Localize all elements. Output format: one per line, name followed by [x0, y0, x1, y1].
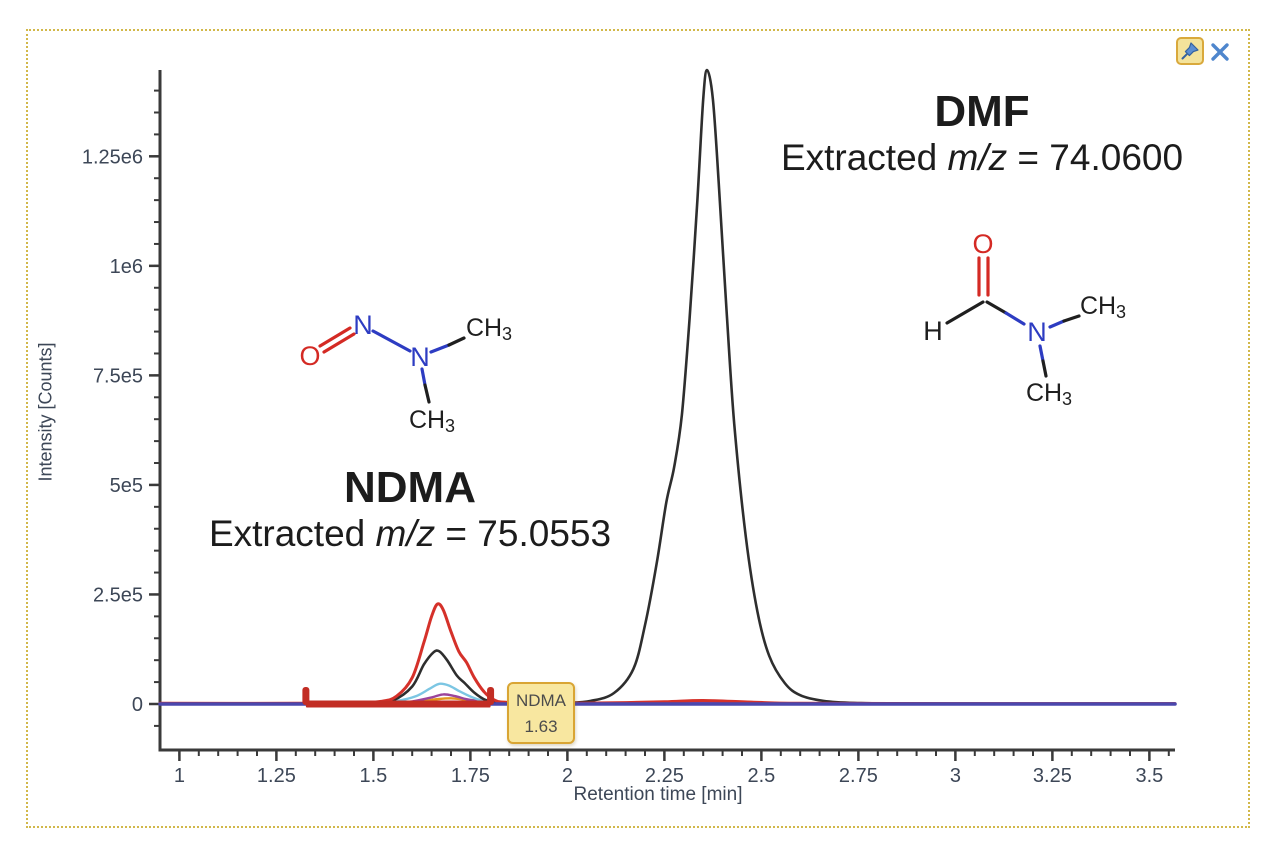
dmf-sub-suffix: = 74.0600 — [1007, 137, 1184, 179]
x-tick-label: 1 — [174, 765, 185, 787]
x-tick-label: 3.5 — [1135, 765, 1163, 787]
ndma-annotation: NDMA Extracted m/z = 75.0553 — [209, 463, 611, 557]
y-tick-label: 2.5e5 — [93, 584, 143, 606]
dmf-subtitle: Extracted m/z = 74.0600 — [781, 136, 1183, 180]
axes: 1 1.25 1.5 1.75 2 2.25 2.5 2.75 3 3.25 3.5 0 2.5e5 5e… — [82, 70, 1175, 787]
x-tick-label: 1.75 — [451, 765, 490, 787]
trace-ndma-red — [158, 602, 1177, 706]
x-tick-label: 1.25 — [257, 765, 296, 787]
bond — [447, 336, 466, 347]
atom-label: CH3 — [1026, 379, 1072, 409]
integration-boundary-marker — [487, 686, 495, 705]
ndma-title: NDMA — [344, 463, 476, 512]
atom-label: CH3 — [409, 406, 455, 436]
bond — [420, 367, 427, 387]
dmf-sub-mz: m/z — [947, 137, 1008, 179]
x-tick-label: 2 — [562, 765, 573, 787]
dmf-structure: O H N CH3 CH3 — [923, 229, 1126, 409]
atom-label: CH3 — [466, 314, 512, 344]
y-axis-title: Intensity [Counts] — [35, 342, 56, 482]
ndma-subtitle: Extracted m/z = 75.0553 — [209, 512, 611, 556]
atom-label: N — [410, 342, 430, 372]
close-button[interactable] — [1209, 41, 1231, 63]
integration-boundary-marker — [302, 686, 310, 705]
window-dotted-frame — [26, 29, 1250, 828]
atom-label: N — [353, 310, 373, 340]
ndma-sub-suffix: = 75.0553 — [435, 513, 612, 555]
y-tick-label: 1e6 — [110, 256, 143, 278]
atom-label: H — [923, 316, 943, 346]
integration-baseline-bar — [305, 700, 491, 708]
bond — [1062, 314, 1081, 323]
bond — [371, 329, 412, 353]
bond — [322, 332, 356, 354]
bond — [1038, 344, 1045, 363]
atom-label: CH3 — [1080, 292, 1126, 322]
dmf-annotation: DMF Extracted m/z = 74.0600 — [781, 87, 1183, 181]
x-tick-label: 1.5 — [359, 765, 387, 787]
atom-label: N — [1027, 317, 1047, 347]
pushpin-icon — [1181, 42, 1199, 60]
dmf-sub-prefix: Extracted — [780, 137, 948, 179]
bond — [429, 343, 451, 354]
bond — [423, 383, 431, 404]
y-tick-label: 7.5e5 — [93, 365, 143, 387]
x-tick-label: 3.25 — [1033, 765, 1072, 787]
peak-label-ndma[interactable]: NDMA 1.63 — [507, 682, 575, 744]
trace-dmf-black — [158, 68, 1177, 705]
peak-label-rt: 1.63 — [524, 717, 558, 737]
peak-label-compound: NDMA — [515, 691, 567, 710]
y-tick-label: 0 — [132, 694, 143, 716]
ndma-structure: O N N CH3 CH3 — [299, 310, 512, 436]
ndma-sub-prefix: Extracted — [208, 513, 376, 555]
pin-button[interactable] — [1176, 37, 1204, 65]
x-tick-label: 3 — [950, 765, 961, 787]
integration-region — [302, 686, 495, 708]
x-tick-label: 2.25 — [645, 765, 684, 787]
bond — [318, 326, 352, 348]
x-tick-label: 2.5 — [747, 765, 775, 787]
bond — [945, 300, 985, 325]
atom-label: O — [299, 341, 320, 371]
x-tick-label: 2.75 — [839, 765, 878, 787]
x-axis-title: Retention time [min] — [573, 784, 743, 805]
bond — [1048, 319, 1066, 329]
bond — [1004, 311, 1026, 326]
dmf-title: DMF — [934, 87, 1030, 136]
bond — [985, 300, 1008, 315]
ndma-sub-mz: m/z — [375, 513, 436, 555]
y-tick-label: 1.25e6 — [82, 146, 143, 168]
close-icon — [1211, 43, 1229, 61]
bond — [1041, 359, 1048, 378]
atom-label: O — [972, 229, 993, 259]
y-tick-label: 5e5 — [110, 475, 143, 497]
